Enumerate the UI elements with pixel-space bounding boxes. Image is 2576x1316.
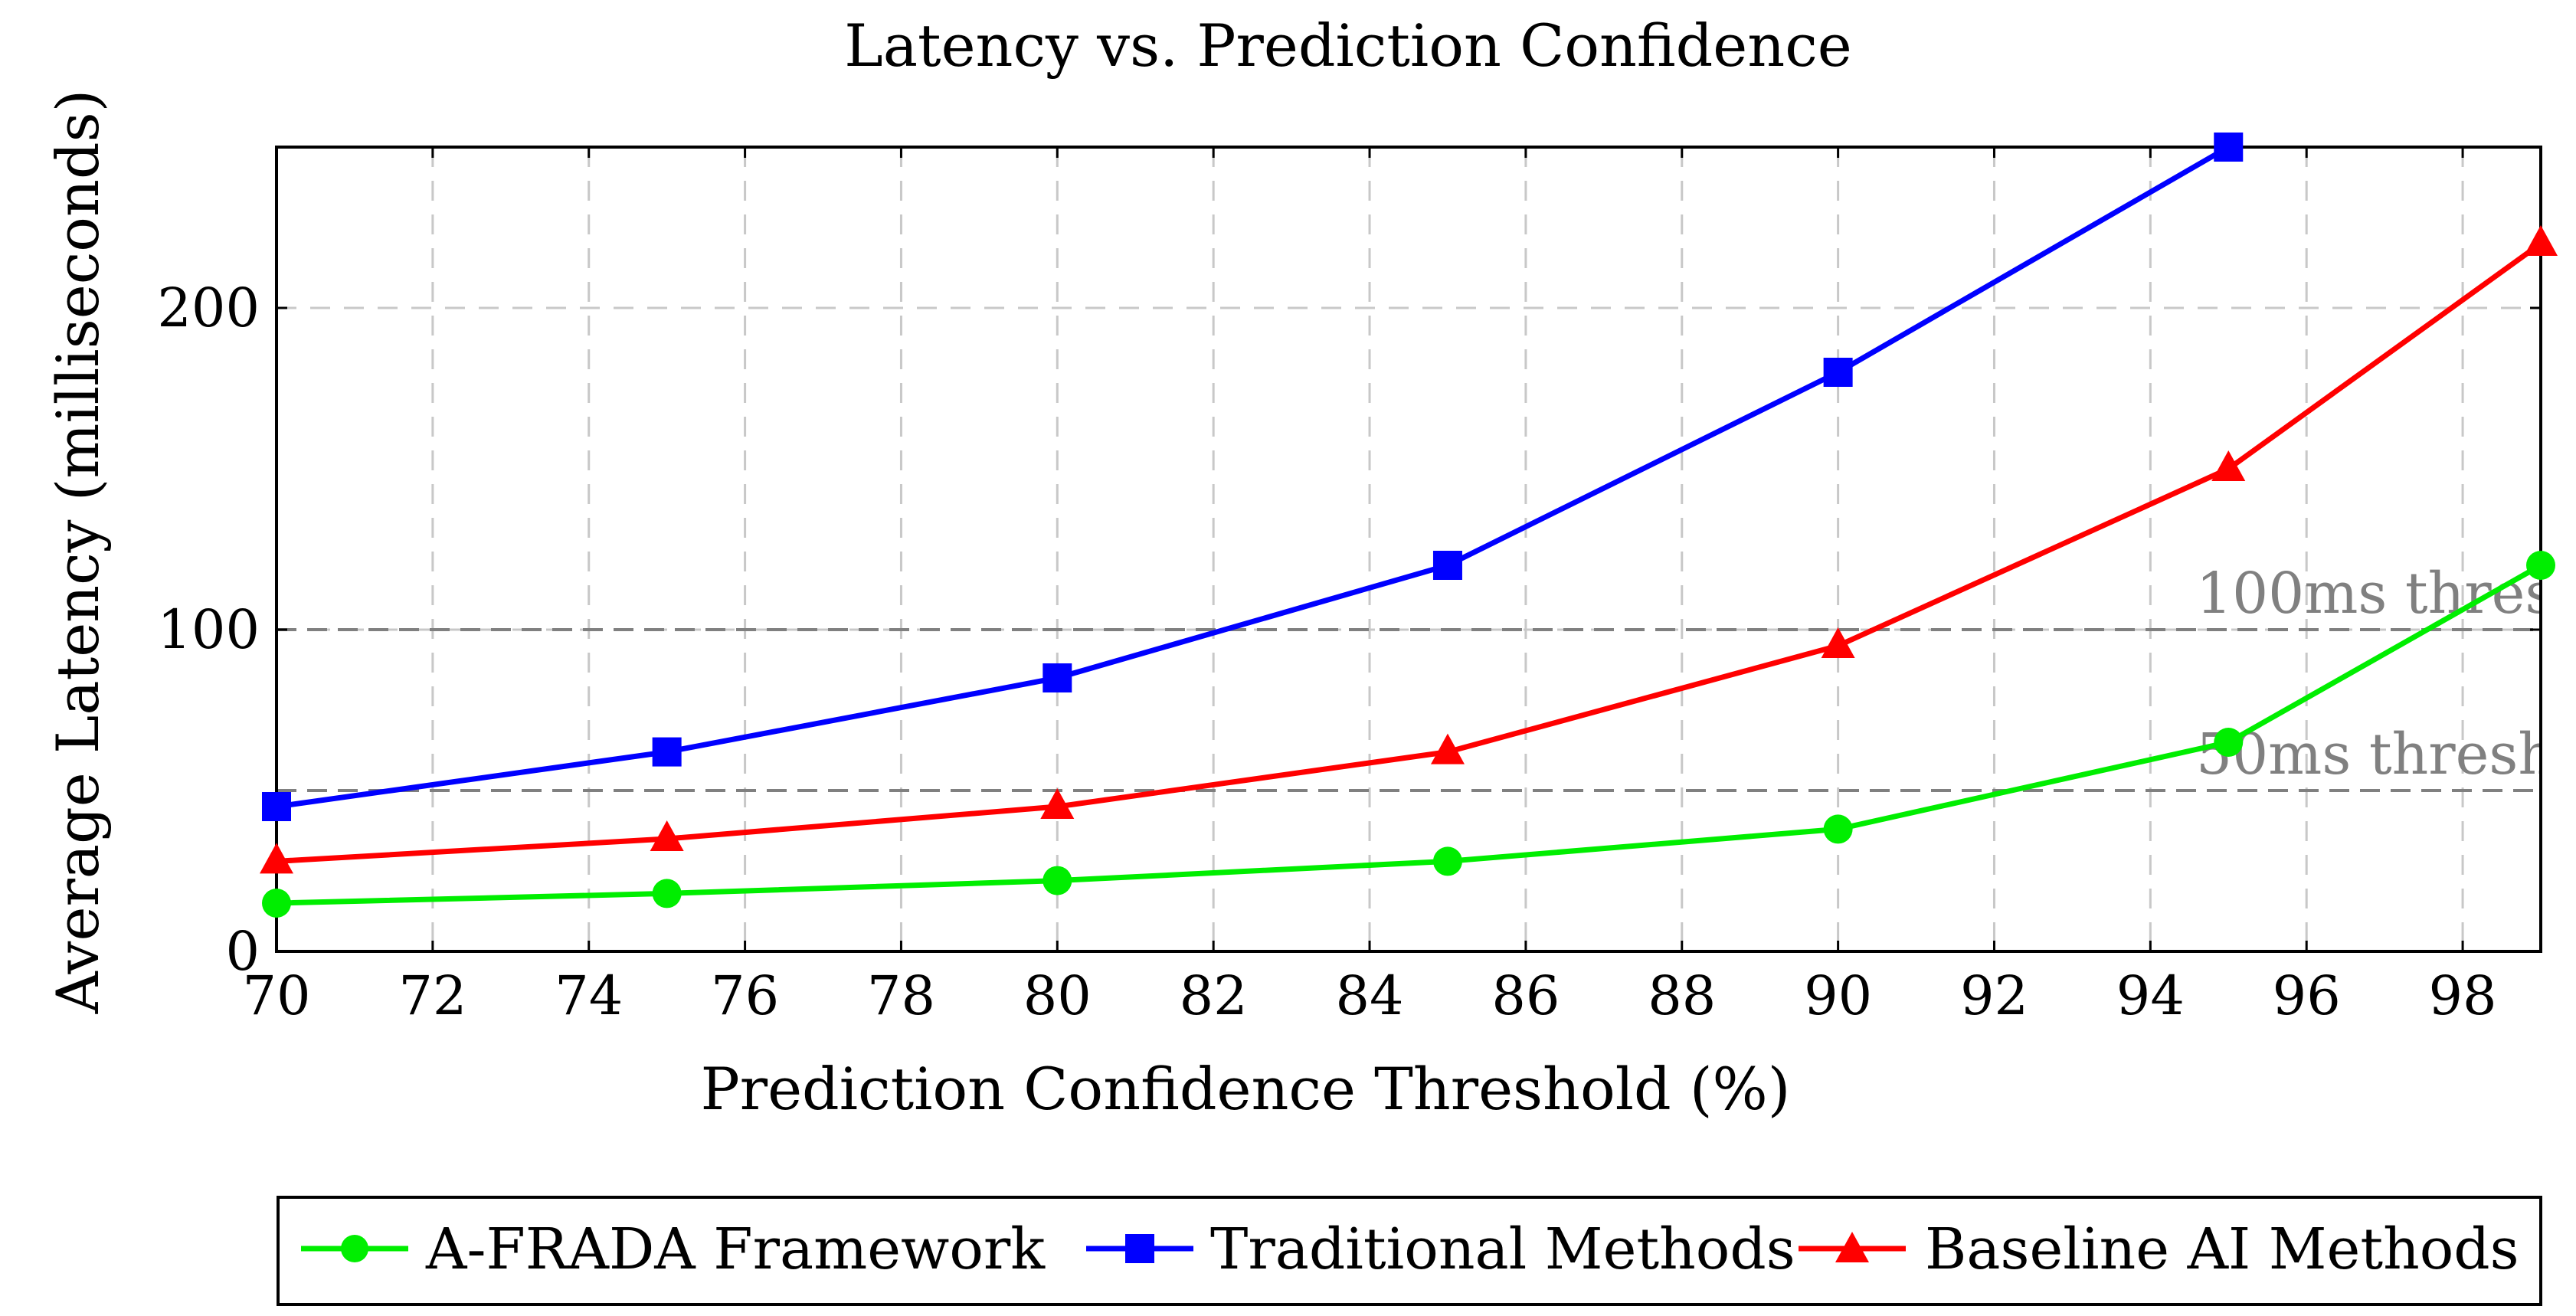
threshold-lines: 100ms thresh 50ms thresh <box>277 561 2576 792</box>
legend-marker-traditional <box>1125 1234 1154 1263</box>
data-point <box>2211 450 2246 481</box>
data-point <box>1821 627 1855 658</box>
data-point <box>652 879 682 908</box>
data-point <box>1430 733 1465 764</box>
y-tick-label: 0 <box>225 920 260 983</box>
series-traditional <box>262 133 2244 821</box>
data-point <box>2214 133 2244 162</box>
x-tick-label: 96 <box>2273 964 2341 1027</box>
plot-area-frame <box>275 146 2542 953</box>
data-point <box>2214 728 2244 757</box>
data-point <box>1043 866 1072 895</box>
x-tick-label: 80 <box>1023 964 1092 1027</box>
data-point <box>262 889 291 918</box>
x-tick-label: 72 <box>398 964 466 1027</box>
legend-label-baseline-ai: Baseline AI Methods <box>1925 1216 2519 1282</box>
grid <box>277 147 2541 951</box>
x-tick-label: 84 <box>1335 964 1403 1027</box>
data-point <box>262 792 291 821</box>
data-point <box>652 737 682 767</box>
legend-marker-a-frada <box>341 1235 368 1262</box>
legend-frame <box>277 1196 2542 1306</box>
x-tick-label: 94 <box>2116 964 2185 1027</box>
legend-label-traditional: Traditional Methods <box>1210 1216 1795 1282</box>
series-line-traditional <box>276 144 2231 810</box>
data-point <box>2524 225 2558 256</box>
data-point <box>260 843 293 874</box>
data-point <box>650 820 684 851</box>
x-tick-label: 90 <box>1804 964 1872 1027</box>
chart-title: Latency vs. Prediction Confidence <box>844 11 1852 80</box>
data-point <box>1040 788 1075 819</box>
x-tick-label: 70 <box>242 964 310 1027</box>
x-tick-label: 74 <box>555 964 623 1027</box>
x-tick-label: 86 <box>1491 964 1560 1027</box>
data-point <box>1823 358 1853 387</box>
series-a-frada <box>262 551 2555 918</box>
legend: A-FRADA Framework Traditional Methods Ba… <box>277 1196 2542 1306</box>
x-tick-label: 78 <box>867 964 935 1027</box>
data-point <box>1432 551 1462 580</box>
x-tick-label: 76 <box>711 964 779 1027</box>
x-tick-label: 82 <box>1180 964 1248 1027</box>
threshold-label: 100ms thresh <box>2196 561 2576 627</box>
data-point <box>2526 551 2555 580</box>
x-tick-label: 88 <box>1648 964 1716 1027</box>
axis-ticks: 70 72 74 76 78 80 82 84 86 88 90 92 94 96 98 0 100 200 <box>157 147 2541 1027</box>
legend-marker-baseline-ai <box>1835 1232 1869 1262</box>
y-tick-label: 100 <box>157 598 260 661</box>
legend-label-a-frada: A-FRADA Framework <box>425 1216 1046 1282</box>
series-baseline-ai <box>260 225 2558 874</box>
x-axis-label: Prediction Confidence Threshold (%) <box>701 1055 1791 1123</box>
series <box>260 133 2558 918</box>
y-tick-label: 200 <box>157 277 260 339</box>
data-point <box>1823 814 1853 844</box>
y-axis-label: Average Latency (milliseconds) <box>44 90 112 1015</box>
data-point <box>1432 846 1462 876</box>
data-point <box>1043 663 1072 692</box>
threshold-label: 50ms thresh <box>2196 722 2555 787</box>
x-tick-label: 92 <box>1960 964 2028 1027</box>
x-tick-label: 98 <box>2429 964 2497 1027</box>
